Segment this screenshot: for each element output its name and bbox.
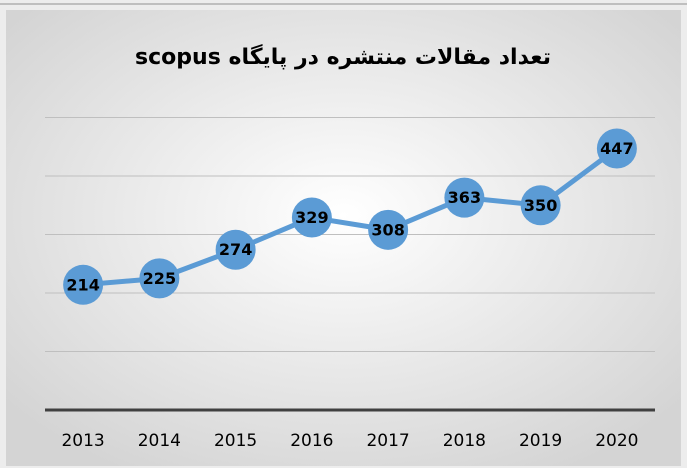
x-tick-label: 2015 bbox=[214, 431, 257, 451]
marker bbox=[215, 229, 256, 270]
chart-title: تعداد مقالات منتشره در پایگاه scopus bbox=[135, 43, 551, 70]
x-tick-label: 2014 bbox=[138, 431, 181, 451]
data-label: 447 bbox=[600, 139, 633, 158]
marker bbox=[444, 177, 485, 218]
x-tick-label: 2019 bbox=[519, 431, 562, 451]
data-label: 274 bbox=[219, 240, 252, 259]
x-tick-label: 2018 bbox=[443, 431, 486, 451]
marker bbox=[139, 258, 180, 299]
chart-area bbox=[6, 10, 681, 466]
x-tick-label: 2020 bbox=[595, 431, 638, 451]
data-label: 214 bbox=[66, 275, 99, 294]
x-tick-label: 2016 bbox=[290, 431, 333, 451]
data-label: 225 bbox=[143, 269, 176, 288]
x-tick-label: 2013 bbox=[61, 431, 104, 451]
data-label: 363 bbox=[448, 188, 481, 207]
data-label: 329 bbox=[295, 208, 328, 227]
marker bbox=[63, 264, 104, 305]
data-label: 308 bbox=[371, 220, 404, 239]
marker bbox=[596, 128, 637, 169]
data-label: 350 bbox=[524, 196, 557, 215]
marker bbox=[520, 185, 561, 226]
x-tick-label: 2017 bbox=[366, 431, 409, 451]
marker bbox=[368, 209, 409, 250]
marker bbox=[291, 197, 332, 238]
